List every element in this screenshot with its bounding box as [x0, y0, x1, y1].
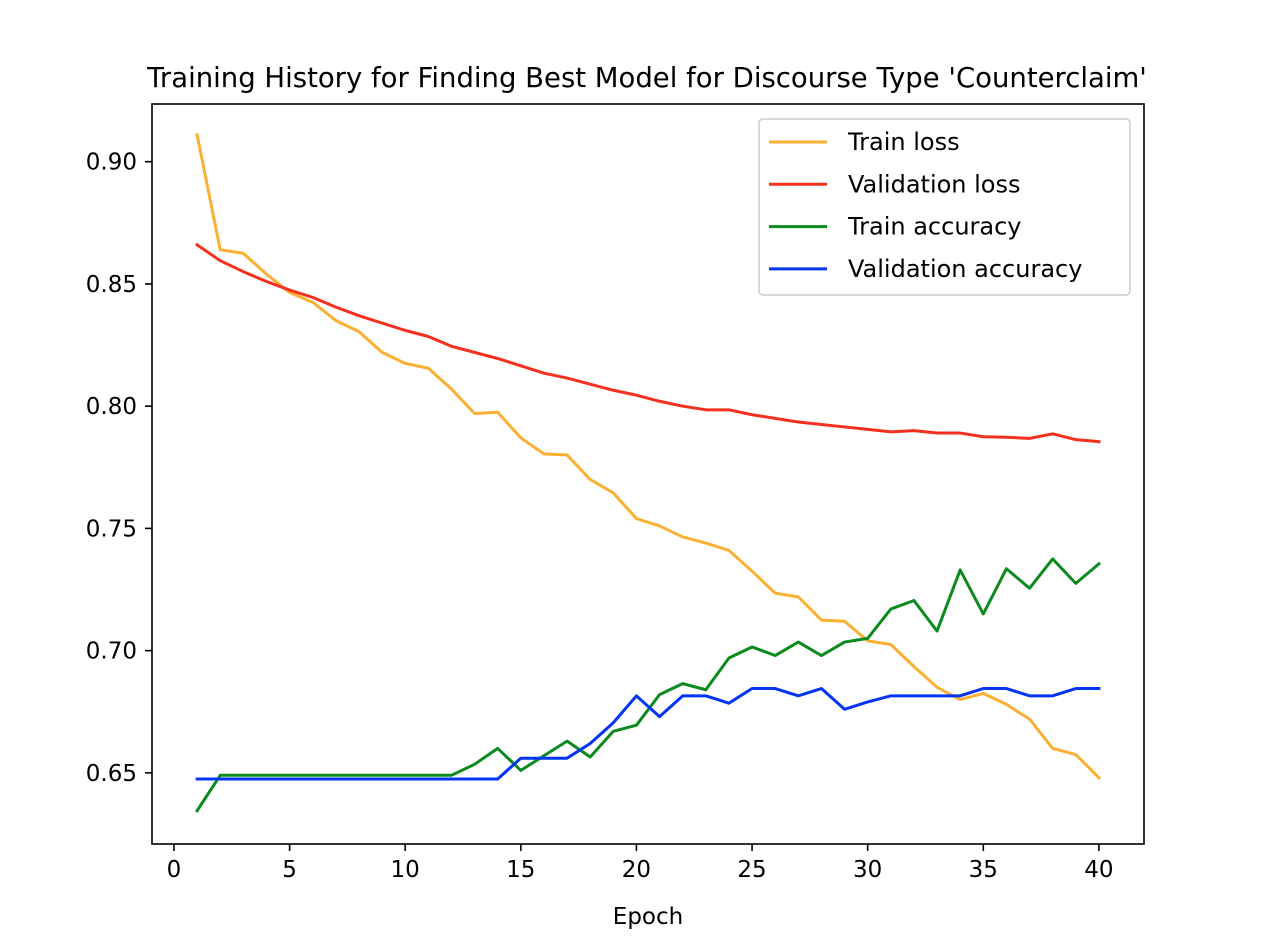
x-tick-label-8: 40 — [1084, 857, 1113, 883]
series-line-0 — [195, 133, 1102, 780]
x-axis-label: Epoch — [613, 904, 683, 930]
series-line-2 — [195, 557, 1102, 813]
x-tick-label-7: 35 — [969, 857, 998, 883]
y-tick-label-4: 0.85 — [86, 272, 137, 298]
series-line-3 — [195, 687, 1101, 781]
y-tick-label-3: 0.80 — [86, 394, 137, 420]
x-axis: 0 5 10 15 20 25 30 35 40 — [167, 844, 1114, 883]
x-tick-label-3: 15 — [506, 857, 535, 883]
legend-label-3: Validation accuracy — [848, 255, 1082, 283]
x-tick-label-2: 10 — [391, 857, 420, 883]
x-tick-label-4: 20 — [622, 857, 651, 883]
plot-lines — [195, 133, 1102, 813]
x-tick-label-5: 25 — [737, 857, 766, 883]
legend: Train loss Validation loss Train accuracy V… — [758, 118, 1131, 296]
plot-frame — [151, 103, 1145, 845]
legend-box — [758, 118, 1131, 296]
y-tick-label-2: 0.75 — [86, 516, 137, 542]
x-tick-label-1: 5 — [282, 857, 297, 883]
legend-label-2: Train accuracy — [847, 213, 1022, 241]
x-tick-label-6: 30 — [853, 857, 882, 883]
y-axis: 0.65 0.70 0.75 0.80 0.85 0.90 — [86, 150, 152, 787]
chart-title: Training History for Finding Best Model … — [146, 62, 1147, 94]
y-tick-label-1: 0.70 — [86, 639, 137, 665]
x-tick-label-0: 0 — [167, 857, 182, 883]
y-tick-label-5: 0.90 — [86, 150, 137, 176]
series-line-1 — [195, 242, 1101, 444]
y-tick-label-0: 0.65 — [86, 761, 137, 787]
legend-label-1: Validation loss — [848, 170, 1021, 198]
legend-label-0: Train loss — [847, 128, 960, 156]
